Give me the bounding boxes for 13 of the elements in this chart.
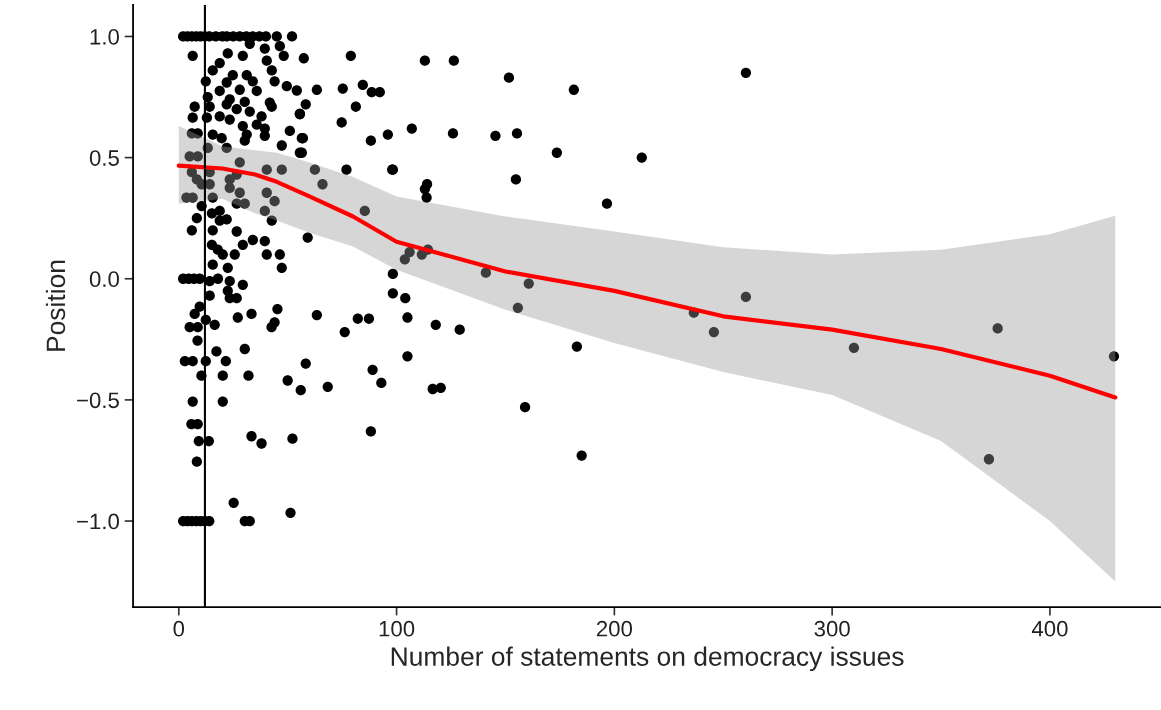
y-axis-title: Position [45, 260, 66, 351]
y-tick-label: −0.5 [77, 392, 119, 409]
x-tick-label: 200 [596, 620, 633, 637]
line-series [176, 163, 1118, 400]
y-tick-label: 1.0 [90, 29, 119, 45]
x-tick-label: 400 [1031, 620, 1068, 637]
y-tick-label: 0.5 [89, 150, 119, 166]
y-tick-label: −1.0 [77, 513, 119, 530]
x-tick-label: 100 [379, 620, 415, 637]
y-tick-label: 0.0 [89, 271, 119, 288]
x-tick-label: 300 [814, 620, 850, 637]
x-tick-label: 0 [173, 620, 185, 637]
x-axis-title: Number of statements on democracy issues [391, 646, 904, 672]
